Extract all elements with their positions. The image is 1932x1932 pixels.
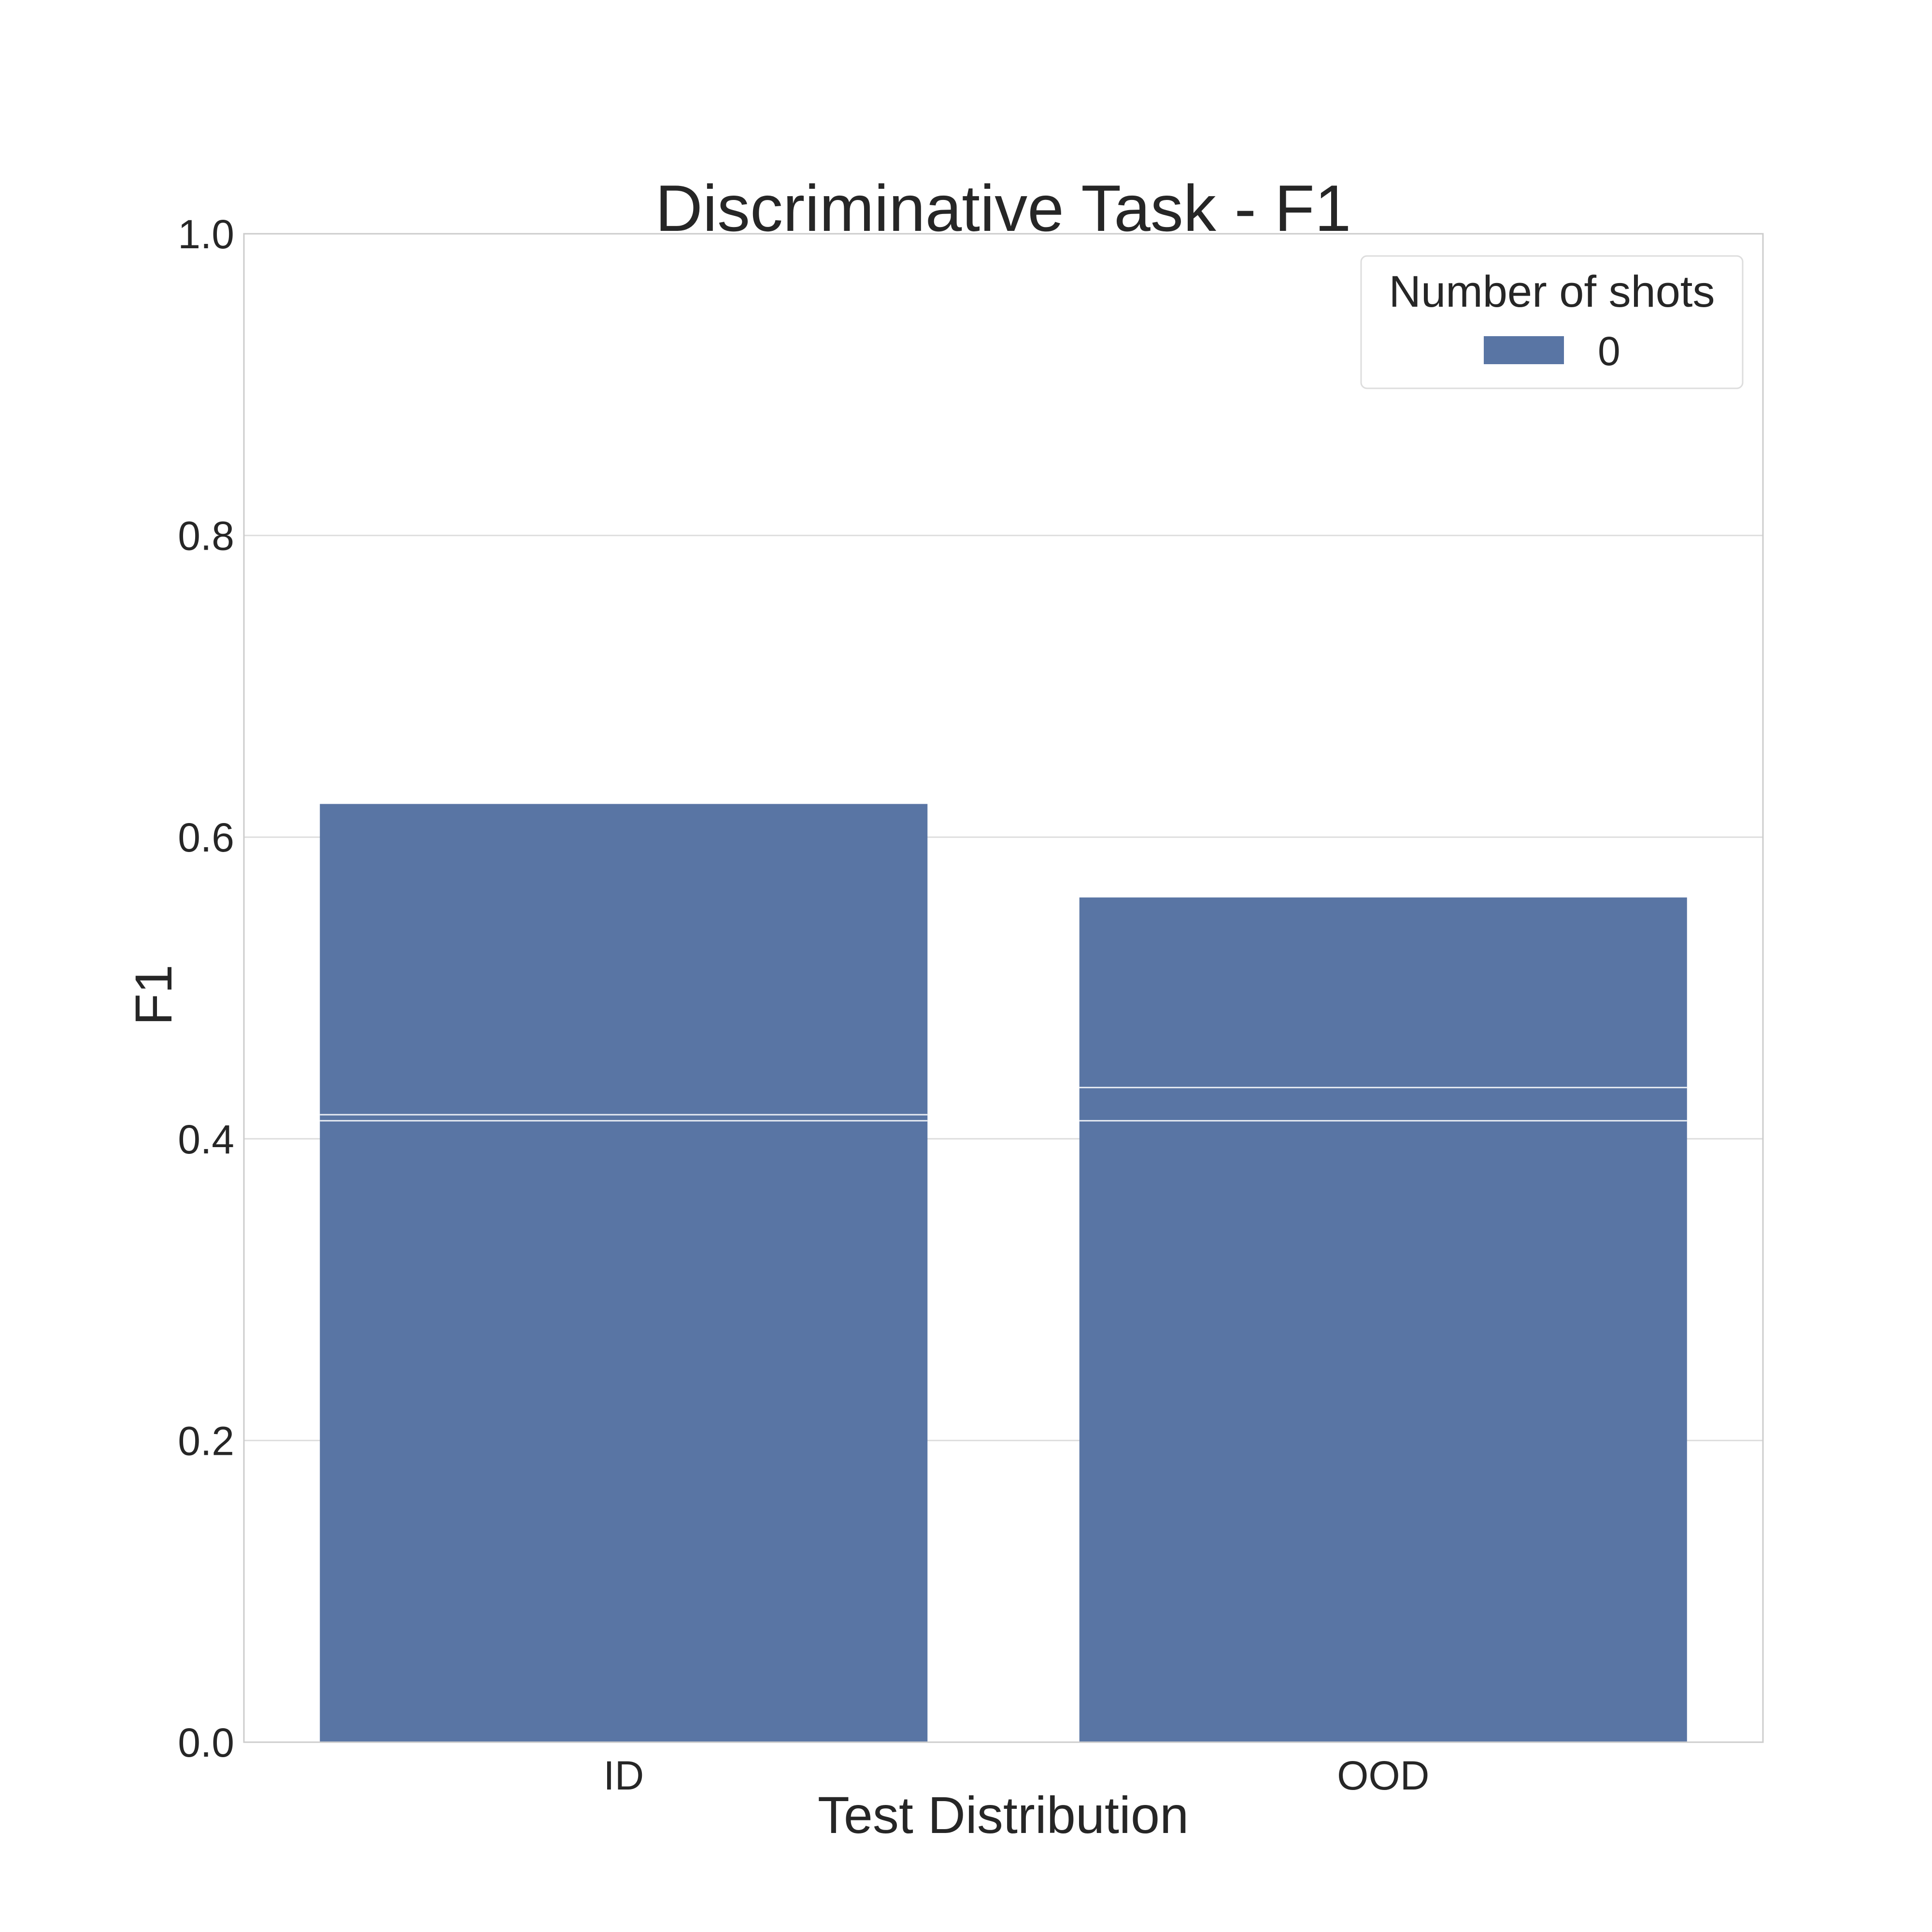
- y-tick-label: 0.2: [178, 1418, 234, 1463]
- x-tick-label: OOD: [1337, 1753, 1429, 1798]
- bar-ood: [1079, 897, 1687, 1742]
- plot-frame: [243, 233, 1764, 1743]
- legend-entry-label: 0: [1598, 328, 1620, 374]
- legend: Number of shots 0: [1360, 255, 1744, 389]
- y-tick-label: 0.6: [178, 815, 234, 860]
- legend-swatch: [1484, 336, 1564, 364]
- y-tick-labels: 0.0 0.2 0.4 0.6 0.8 1.0: [178, 212, 234, 1765]
- y-tick-label: 0.8: [178, 513, 234, 559]
- bar-id: [320, 804, 928, 1742]
- x-tick-labels: ID OOD: [603, 1753, 1429, 1798]
- y-tick-label: 0.4: [178, 1117, 234, 1162]
- x-axis-label: Test Distribution: [818, 1786, 1189, 1844]
- bars: [320, 804, 1687, 1742]
- y-axis-label: F1: [124, 965, 183, 1025]
- x-tick-label: ID: [603, 1753, 644, 1798]
- y-tick-label: 1.0: [178, 212, 234, 257]
- y-tick-label: 0.0: [178, 1720, 234, 1765]
- legend-title: Number of shots: [1389, 267, 1715, 316]
- legend-box: [1360, 255, 1744, 389]
- chart-title: Discriminative Task - F1: [655, 171, 1351, 245]
